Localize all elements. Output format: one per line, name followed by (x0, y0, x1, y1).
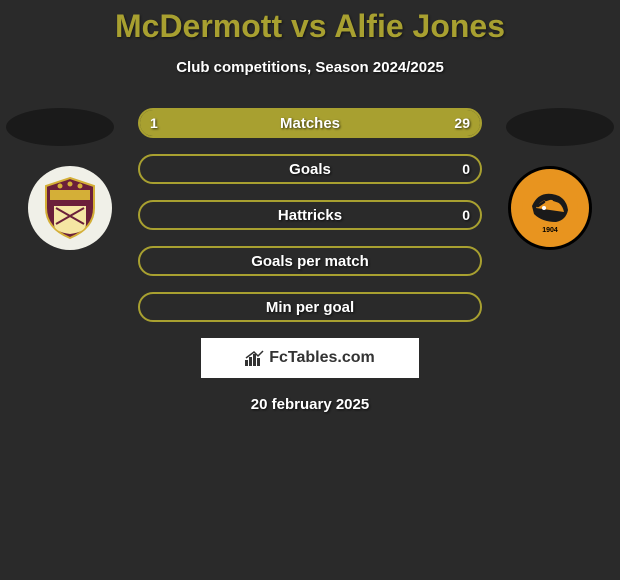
bar-label: Goals per match (140, 248, 480, 274)
svg-text:1904: 1904 (542, 227, 558, 234)
date-label: 20 february 2025 (0, 396, 620, 413)
team-badge-left (28, 166, 112, 250)
bar-label: Matches (140, 110, 480, 136)
crest-left-icon (42, 176, 98, 240)
bar-label: Min per goal (140, 294, 480, 320)
crest-right-icon: 1904 (520, 178, 580, 238)
comparison-area: 1904 129Matches 0Goals 0Hattricks Goals per… (0, 108, 620, 413)
team-badge-right: 1904 (508, 166, 592, 250)
chart-icon (245, 350, 265, 366)
ellipse-right (506, 108, 614, 146)
stat-bar: Goals per match (138, 246, 482, 276)
stat-bars: 129Matches 0Goals 0Hattricks Goals per matc… (138, 108, 482, 322)
stat-bar: 0Hattricks (138, 200, 482, 230)
brand-label: FcTables.com (245, 349, 375, 367)
stat-bar: Min per goal (138, 292, 482, 322)
stat-bar: 129Matches (138, 108, 482, 138)
bar-label: Hattricks (140, 202, 480, 228)
brand-text: FcTables.com (269, 349, 375, 367)
page-title: McDermott vs Alfie Jones (0, 8, 620, 45)
header: McDermott vs Alfie Jones Club competitio… (0, 0, 620, 76)
ellipse-left (6, 108, 114, 146)
stat-bar: 0Goals (138, 154, 482, 184)
bar-label: Goals (140, 156, 480, 182)
subtitle: Club competitions, Season 2024/2025 (0, 59, 620, 76)
brand-box: FcTables.com (201, 338, 419, 378)
